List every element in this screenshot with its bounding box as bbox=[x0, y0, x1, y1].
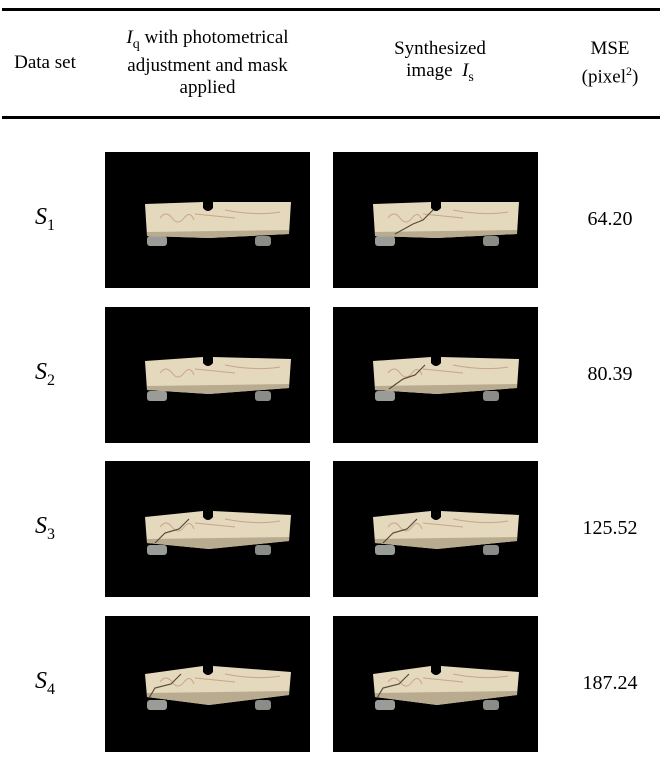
mse-value: 187.24 bbox=[560, 672, 660, 695]
header-cell: Synthesized image Is bbox=[340, 14, 540, 112]
header-text: Data set bbox=[14, 52, 76, 74]
mse-value: 64.20 bbox=[560, 208, 660, 231]
row-symbol: S bbox=[35, 359, 47, 385]
row-sub: 1 bbox=[47, 217, 55, 234]
row-sub: 3 bbox=[47, 526, 55, 543]
row-sub: 4 bbox=[47, 681, 55, 698]
specimen-image bbox=[333, 461, 538, 597]
header-text: MSE (pixel bbox=[582, 38, 630, 87]
row-sub: 2 bbox=[47, 372, 55, 389]
row-label: S1 bbox=[10, 204, 80, 235]
support bbox=[375, 236, 395, 246]
header-cell: MSE (pixel2) bbox=[560, 14, 660, 112]
header-rule bbox=[2, 116, 660, 119]
top-rule bbox=[2, 8, 660, 11]
support bbox=[375, 545, 395, 555]
row-label: S4 bbox=[10, 668, 80, 699]
specimen-image bbox=[105, 461, 310, 597]
row-symbol: S bbox=[35, 513, 47, 539]
row-label: S2 bbox=[10, 359, 80, 390]
support bbox=[147, 236, 167, 246]
mse-value: 80.39 bbox=[560, 363, 660, 386]
specimen-image bbox=[105, 307, 310, 443]
header-sub: s bbox=[468, 69, 473, 84]
specimen-image bbox=[333, 307, 538, 443]
support bbox=[147, 545, 167, 555]
header-text: with photometrical adjustment and mask a… bbox=[127, 27, 288, 99]
header-sub: q bbox=[133, 36, 140, 51]
support bbox=[255, 236, 271, 246]
support bbox=[255, 545, 271, 555]
support bbox=[483, 391, 499, 401]
mse-value: 125.52 bbox=[560, 517, 660, 540]
header-text: ) bbox=[632, 66, 638, 87]
support bbox=[375, 700, 395, 710]
specimen-image bbox=[105, 152, 310, 288]
support bbox=[375, 391, 395, 401]
row-label: S3 bbox=[10, 513, 80, 544]
row-symbol: S bbox=[35, 668, 47, 694]
header-cell: Iq with photometrical adjustment and mas… bbox=[100, 14, 315, 112]
header-cell: Data set bbox=[10, 14, 80, 112]
support bbox=[147, 700, 167, 710]
support bbox=[483, 545, 499, 555]
support bbox=[147, 391, 167, 401]
page: Data set Iq with photometrical adjustmen… bbox=[0, 0, 662, 774]
specimen-image bbox=[105, 616, 310, 752]
specimen-image bbox=[333, 152, 538, 288]
support bbox=[483, 700, 499, 710]
row-symbol: S bbox=[35, 204, 47, 230]
support bbox=[483, 236, 499, 246]
support bbox=[255, 700, 271, 710]
support bbox=[255, 391, 271, 401]
specimen-image bbox=[333, 616, 538, 752]
